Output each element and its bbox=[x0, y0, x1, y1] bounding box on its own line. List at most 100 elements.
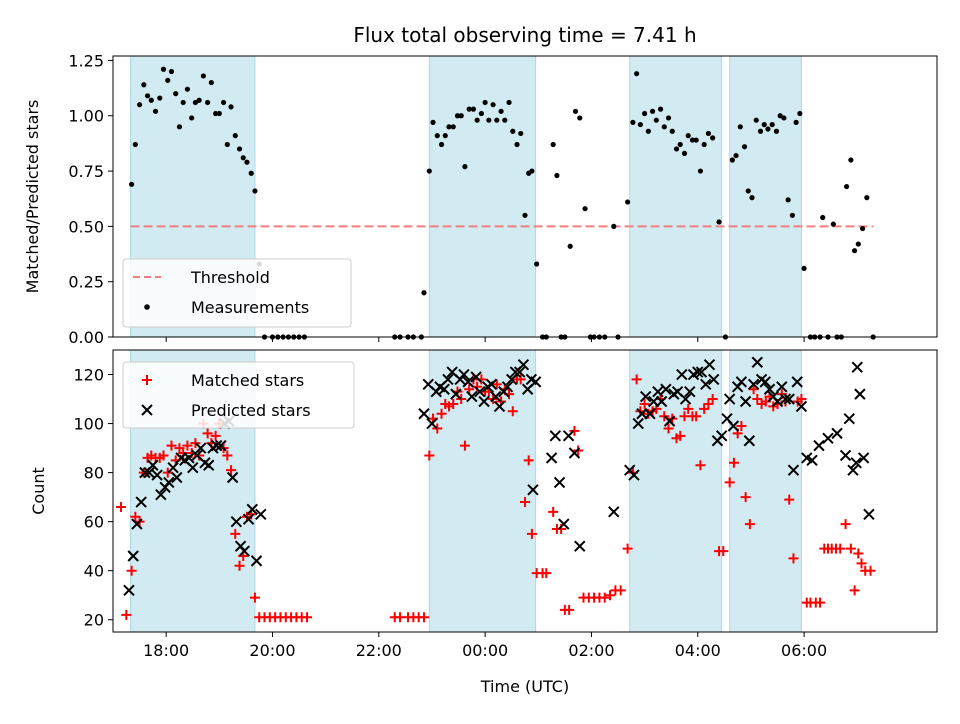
predicted-point bbox=[123, 584, 135, 597]
measurement-point bbox=[554, 172, 560, 179]
measurement-point bbox=[208, 79, 214, 86]
measurement-point bbox=[200, 73, 206, 79]
matched-point bbox=[744, 519, 755, 530]
measurement-point bbox=[820, 214, 826, 221]
measurement-point bbox=[830, 221, 836, 227]
predicted-point bbox=[735, 376, 748, 388]
predicted-point bbox=[202, 459, 215, 471]
predicted-point bbox=[652, 385, 664, 398]
predicted-point bbox=[255, 508, 267, 521]
y-tick-label: 0.50 bbox=[68, 217, 104, 236]
predicted-point bbox=[676, 368, 688, 381]
matched-point bbox=[639, 398, 650, 409]
predicted-point bbox=[644, 408, 656, 420]
matched-point bbox=[424, 450, 435, 461]
y-tick-label: 1.25 bbox=[68, 51, 104, 70]
measurement-point bbox=[630, 119, 636, 125]
measurement-point bbox=[665, 115, 672, 121]
measurement-point bbox=[173, 91, 179, 97]
measurement-point bbox=[673, 146, 680, 152]
measurement-point bbox=[129, 181, 135, 187]
matched-point bbox=[162, 467, 173, 478]
measurement-point bbox=[733, 152, 739, 159]
matched-point bbox=[456, 394, 467, 405]
measurement-point bbox=[657, 106, 664, 112]
predicted-point bbox=[776, 381, 788, 393]
matched-point bbox=[599, 592, 610, 603]
measurement-point bbox=[522, 212, 528, 218]
predicted-point bbox=[727, 420, 740, 432]
matched-point bbox=[548, 506, 559, 517]
measurement-point bbox=[430, 119, 436, 125]
matched-point bbox=[121, 609, 132, 620]
measurement-point bbox=[236, 146, 243, 152]
measurement-point bbox=[494, 117, 500, 123]
measurement-point bbox=[490, 102, 496, 108]
matched-point bbox=[691, 411, 702, 422]
predicted-point bbox=[771, 395, 784, 408]
measurement-point bbox=[793, 119, 799, 125]
measurement-point bbox=[611, 223, 617, 229]
matched-point bbox=[202, 428, 213, 439]
predicted-point bbox=[527, 484, 539, 496]
predicted-point bbox=[851, 361, 863, 373]
matched-point bbox=[845, 543, 856, 554]
measurement-point bbox=[168, 68, 175, 75]
measurement-point bbox=[466, 106, 472, 112]
predicted-point bbox=[655, 395, 668, 408]
matched-point bbox=[718, 546, 729, 557]
predicted-point bbox=[195, 442, 207, 454]
predicted-point bbox=[715, 430, 728, 442]
matched-point bbox=[459, 440, 470, 451]
predicted-point bbox=[568, 447, 581, 459]
axes-frame bbox=[112, 55, 938, 338]
matched-point bbox=[158, 450, 169, 461]
legend-marker bbox=[142, 375, 152, 385]
matched-point bbox=[683, 403, 694, 414]
y-tick-label: 0.00 bbox=[68, 328, 104, 347]
predicted-point bbox=[474, 385, 486, 398]
measurement-point bbox=[148, 97, 154, 103]
predicted-point bbox=[639, 390, 652, 403]
matched-point bbox=[835, 543, 846, 554]
predicted-point bbox=[684, 385, 696, 398]
predicted-point bbox=[513, 366, 526, 378]
predicted-point bbox=[230, 515, 243, 528]
measurement-point bbox=[157, 95, 163, 101]
predicted-point bbox=[470, 371, 482, 383]
y-tick-label: 0.25 bbox=[68, 273, 104, 292]
measurement-point bbox=[761, 121, 767, 128]
measurement-point bbox=[454, 113, 461, 119]
measurement-point bbox=[189, 115, 195, 121]
measurement-point bbox=[450, 124, 456, 130]
x-tick-label: 06:00 bbox=[781, 641, 827, 660]
measurement-point bbox=[232, 133, 238, 139]
measurement-point bbox=[745, 188, 751, 194]
matched-point bbox=[418, 612, 429, 623]
predicted-point bbox=[831, 427, 843, 440]
measurement-point bbox=[677, 141, 683, 148]
measurement-point bbox=[216, 110, 222, 117]
matched-point bbox=[840, 519, 851, 530]
predicted-point bbox=[751, 356, 764, 368]
matched-point bbox=[436, 408, 447, 419]
measurement-point bbox=[567, 243, 573, 249]
predicted-point bbox=[517, 359, 530, 371]
measurement-point bbox=[773, 128, 780, 134]
matched-point bbox=[234, 560, 245, 571]
matched-point bbox=[736, 421, 747, 432]
matched-point bbox=[815, 597, 826, 608]
legend-label: Matched stars bbox=[191, 371, 304, 390]
predicted-point bbox=[850, 457, 862, 469]
x-axis-label: Time (UTC) bbox=[480, 677, 569, 696]
matched-point bbox=[675, 430, 686, 441]
measurement-point bbox=[705, 130, 712, 137]
matched-point bbox=[166, 440, 177, 451]
matched-point bbox=[856, 558, 867, 569]
predicted-point bbox=[813, 439, 825, 452]
measurement-point bbox=[848, 157, 854, 163]
predicted-point bbox=[450, 388, 462, 400]
matched-point bbox=[796, 394, 807, 405]
shaded-interval bbox=[629, 55, 723, 338]
